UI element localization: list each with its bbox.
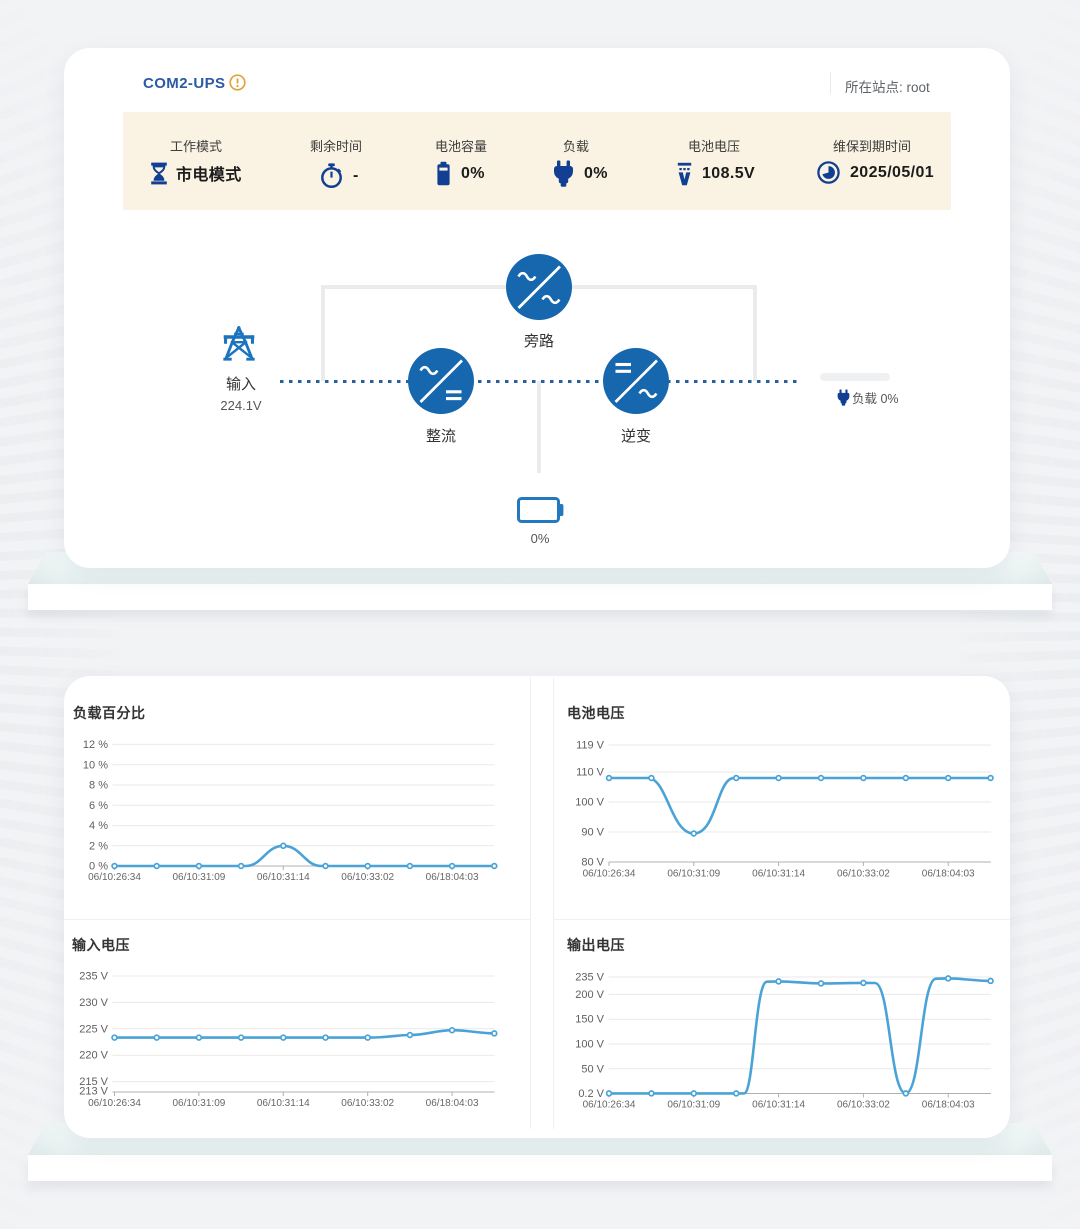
svg-text:06/10:26:34: 06/10:26:34 (583, 869, 636, 880)
svg-text:06/18:04:03: 06/18:04:03 (922, 869, 975, 880)
svg-text:06/10:33:02: 06/10:33:02 (837, 1100, 890, 1111)
svg-text:06/10:31:09: 06/10:31:09 (667, 1100, 720, 1111)
svg-text:06/10:31:14: 06/10:31:14 (257, 1098, 310, 1109)
svg-text:90 V: 90 V (581, 827, 604, 839)
svg-text:215 V: 215 V (79, 1076, 108, 1088)
svg-text:50 V: 50 V (581, 1063, 604, 1075)
svg-text:06/18:04:03: 06/18:04:03 (922, 1100, 975, 1111)
svg-text:06/10:26:34: 06/10:26:34 (583, 1100, 636, 1111)
svg-text:150 V: 150 V (575, 1014, 604, 1026)
svg-text:06/18:04:03: 06/18:04:03 (426, 1098, 479, 1109)
svg-text:2 %: 2 % (89, 840, 108, 852)
svg-text:100 V: 100 V (575, 1039, 604, 1051)
svg-text:6 %: 6 % (89, 800, 108, 812)
svg-text:06/10:31:14: 06/10:31:14 (752, 869, 805, 880)
svg-text:12 %: 12 % (83, 739, 108, 751)
svg-text:8 %: 8 % (89, 780, 108, 792)
svg-text:06/10:26:34: 06/10:26:34 (88, 1098, 141, 1109)
svg-text:06/10:33:02: 06/10:33:02 (837, 869, 890, 880)
svg-text:0.2 V: 0.2 V (578, 1088, 604, 1100)
svg-text:06/18:04:03: 06/18:04:03 (426, 872, 479, 883)
svg-text:06/10:31:14: 06/10:31:14 (752, 1100, 805, 1111)
svg-text:4 %: 4 % (89, 820, 108, 832)
svg-text:110 V: 110 V (576, 767, 605, 779)
svg-text:06/10:31:14: 06/10:31:14 (257, 872, 310, 883)
svg-text:200 V: 200 V (575, 989, 604, 1001)
svg-text:235 V: 235 V (575, 972, 604, 984)
svg-text:220 V: 220 V (79, 1050, 108, 1062)
svg-text:230 V: 230 V (79, 997, 108, 1009)
svg-text:80 V: 80 V (581, 857, 604, 869)
svg-text:06/10:31:09: 06/10:31:09 (667, 869, 720, 880)
svg-text:0 %: 0 % (89, 861, 108, 873)
svg-text:06/10:31:09: 06/10:31:09 (172, 872, 225, 883)
svg-text:06/10:26:34: 06/10:26:34 (88, 872, 141, 883)
svg-text:119 V: 119 V (576, 740, 605, 752)
svg-text:100 V: 100 V (575, 797, 604, 809)
svg-text:213 V: 213 V (79, 1086, 108, 1098)
svg-text:06/10:31:09: 06/10:31:09 (172, 1098, 225, 1109)
svg-text:10 %: 10 % (83, 759, 108, 771)
svg-text:06/10:33:02: 06/10:33:02 (341, 1098, 394, 1109)
svg-text:06/10:33:02: 06/10:33:02 (341, 872, 394, 883)
svg-text:225 V: 225 V (79, 1023, 108, 1035)
svg-text:235 V: 235 V (79, 971, 108, 983)
